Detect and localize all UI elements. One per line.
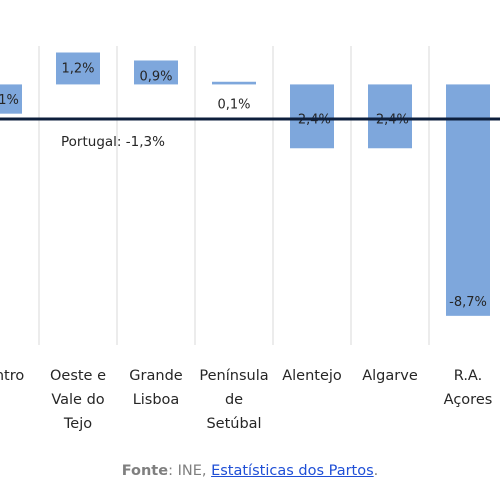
category-label: Grande Lisboa bbox=[129, 368, 183, 408]
data-label: 1,2% bbox=[61, 62, 94, 77]
source-text: : INE, bbox=[168, 463, 212, 479]
category-label: Algarve bbox=[362, 368, 418, 384]
bar bbox=[212, 81, 256, 85]
data-label: 0,1% bbox=[217, 97, 250, 112]
category-label: R.A. Açores bbox=[443, 368, 493, 408]
bar bbox=[290, 84, 334, 149]
data-label: -1,1% bbox=[0, 93, 19, 108]
category-label: Centro bbox=[0, 368, 25, 384]
source-note: Fonte: INE, Estatísticas dos Partos. bbox=[0, 463, 500, 479]
reference-line-label: Portugal: -1,3% bbox=[61, 134, 165, 150]
bar bbox=[56, 52, 100, 85]
bar bbox=[368, 84, 412, 149]
data-label: 0,9% bbox=[139, 69, 172, 84]
category-label: Alentejo bbox=[282, 368, 342, 384]
category-label: Península de Setúbal bbox=[199, 368, 269, 432]
bar bbox=[446, 84, 490, 316]
bar bbox=[0, 84, 22, 114]
data-label: -8,7% bbox=[449, 295, 487, 310]
bar bbox=[134, 60, 178, 85]
category-label: Oeste e Vale do Tejo bbox=[49, 368, 107, 432]
source-link[interactable]: Estatísticas dos Partos bbox=[211, 463, 374, 479]
source-suffix: . bbox=[373, 463, 379, 479]
source-prefix: Fonte bbox=[121, 463, 169, 479]
